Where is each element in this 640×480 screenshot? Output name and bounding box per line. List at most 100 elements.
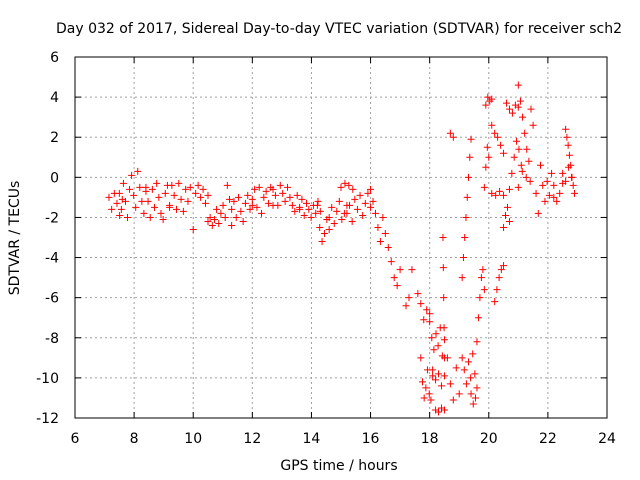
data-point	[545, 191, 553, 199]
data-point	[369, 197, 377, 205]
data-point	[316, 207, 324, 215]
data-point	[426, 318, 434, 326]
data-point	[440, 406, 448, 414]
data-point	[452, 364, 460, 372]
y-tick-label: 6	[50, 50, 59, 66]
data-point	[177, 195, 185, 203]
data-point	[479, 266, 487, 274]
data-point	[500, 223, 508, 231]
data-point	[314, 197, 322, 205]
data-point	[488, 95, 496, 103]
data-point	[508, 169, 516, 177]
data-point	[269, 185, 277, 193]
data-point	[298, 195, 306, 203]
data-point	[500, 191, 508, 199]
y-tick-label: -10	[36, 371, 59, 387]
data-point	[142, 183, 150, 191]
data-point	[134, 167, 142, 175]
x-tick-label: 20	[480, 431, 498, 447]
data-point	[182, 185, 190, 193]
data-point	[105, 193, 113, 201]
data-point	[467, 135, 475, 143]
y-tick-label: -8	[45, 331, 59, 347]
data-point	[379, 213, 387, 221]
data-point	[562, 177, 570, 185]
data-point	[455, 390, 463, 398]
data-point	[361, 199, 369, 207]
data-point	[138, 197, 146, 205]
y-tick-label: -12	[36, 411, 59, 427]
data-point	[466, 153, 474, 161]
data-point	[116, 211, 124, 219]
data-point	[495, 274, 503, 282]
data-point	[467, 374, 475, 382]
data-point	[248, 195, 256, 203]
data-point	[435, 408, 443, 416]
y-tick-label: -4	[45, 251, 59, 267]
data-point	[405, 294, 413, 302]
data-point	[384, 244, 392, 252]
data-point	[348, 217, 356, 225]
data-point	[153, 179, 161, 187]
data-point	[279, 189, 287, 197]
data-point	[376, 238, 384, 246]
data-point	[351, 195, 359, 203]
data-point	[488, 121, 496, 129]
data-point	[251, 185, 259, 193]
data-point	[460, 366, 468, 374]
data-point	[497, 141, 505, 149]
data-point	[446, 129, 454, 137]
data-point	[219, 201, 227, 209]
data-point	[537, 161, 544, 169]
data-point	[440, 324, 448, 332]
data-point	[440, 336, 448, 344]
data-point	[483, 143, 491, 151]
data-point	[325, 225, 333, 233]
data-point	[494, 133, 502, 141]
data-point	[175, 179, 183, 187]
data-point	[374, 223, 382, 231]
data-point	[260, 193, 268, 201]
data-point	[550, 181, 558, 189]
data-point	[246, 205, 254, 213]
data-point	[430, 346, 438, 354]
data-point	[532, 189, 540, 197]
data-point	[371, 209, 379, 217]
data-point	[244, 191, 252, 199]
data-point	[157, 209, 165, 217]
data-point	[115, 189, 123, 197]
data-point	[255, 183, 263, 191]
y-tick-label: -2	[45, 210, 59, 226]
data-point	[462, 213, 470, 221]
data-point	[458, 354, 466, 362]
data-point	[192, 189, 200, 197]
data-point	[414, 290, 422, 298]
y-tick-label: 4	[50, 90, 59, 106]
x-axis-title: GPS time / hours	[280, 458, 397, 474]
data-point	[202, 199, 210, 207]
data-point	[517, 161, 525, 169]
data-point	[367, 203, 375, 211]
data-point	[248, 201, 256, 209]
data-point	[223, 181, 231, 189]
data-point	[465, 358, 473, 366]
data-point	[510, 153, 518, 161]
data-point	[121, 197, 129, 205]
data-point	[364, 189, 372, 197]
data-point	[570, 189, 578, 197]
data-point	[148, 185, 156, 193]
data-point	[422, 384, 430, 392]
data-point	[526, 177, 534, 185]
data-point	[503, 99, 511, 107]
data-point	[210, 215, 218, 223]
data-point	[144, 197, 152, 205]
data-point	[465, 173, 473, 181]
data-point	[543, 177, 551, 185]
data-point	[469, 400, 477, 408]
data-point	[563, 133, 571, 141]
data-point	[264, 199, 272, 207]
data-point	[418, 378, 426, 386]
data-point	[313, 201, 321, 209]
